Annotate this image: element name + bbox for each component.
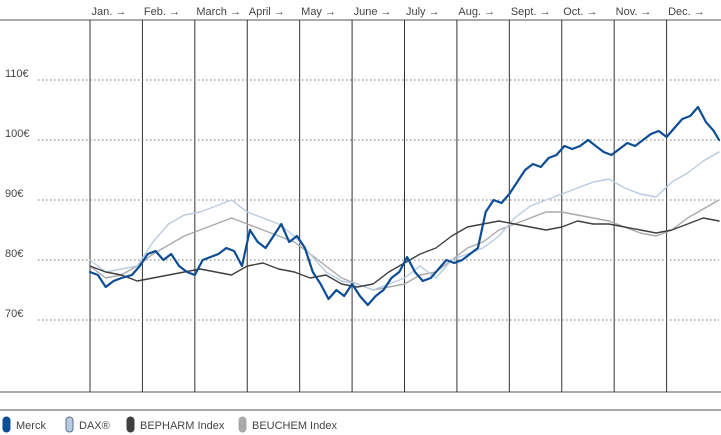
month-label-12: Dec. →	[668, 6, 705, 18]
month-label-3: March →	[196, 6, 241, 18]
series-line-dax	[89, 151, 720, 291]
y-tick-label-100: 100€	[5, 128, 29, 140]
month-label-10: Oct. →	[563, 6, 597, 18]
legend-label-merck: Merck	[16, 420, 46, 432]
month-label-6: June →	[354, 6, 392, 18]
legend-label-beuchem-index: BEUCHEM Index	[252, 420, 337, 432]
month-label-1: Jan. →	[92, 6, 127, 18]
legend-label-dax: DAX®	[79, 420, 110, 432]
y-tick-label-70: 70€	[5, 308, 23, 320]
y-tick-label-90: 90€	[5, 188, 23, 200]
month-label-9: Sept. →	[511, 6, 551, 18]
legend: Merck DAX® BEPHARM Index BEUCHEM Index	[0, 409, 721, 433]
month-label-4: April →	[249, 6, 285, 18]
y-tick-label-110: 110€	[5, 68, 29, 80]
y-axis-labels: 70€ 80€ 90€ 100€ 110€	[5, 68, 29, 320]
grid-layer	[0, 19, 721, 393]
month-label-5: May →	[301, 6, 336, 18]
legend-swatch-merck	[2, 416, 11, 433]
month-label-11: Nov. →	[616, 6, 652, 18]
legend-swatch-dax	[65, 416, 74, 433]
month-label-7: July →	[406, 6, 440, 18]
series-lines	[88, 105, 721, 307]
legend-swatch-beuchem-index	[238, 416, 247, 433]
legend-swatch-bepharm-index	[126, 416, 135, 433]
series-line-beuchem-index	[89, 199, 720, 291]
y-tick-label-80: 80€	[5, 248, 23, 260]
series-line-merck	[88, 105, 721, 307]
month-label-2: Feb. →	[144, 6, 180, 18]
month-labels: Jan. → Feb. → March → April → May → June → Jul…	[92, 6, 705, 18]
legend-label-bepharm-index: BEPHARM Index	[140, 420, 225, 432]
month-label-8: Aug. →	[458, 6, 495, 18]
